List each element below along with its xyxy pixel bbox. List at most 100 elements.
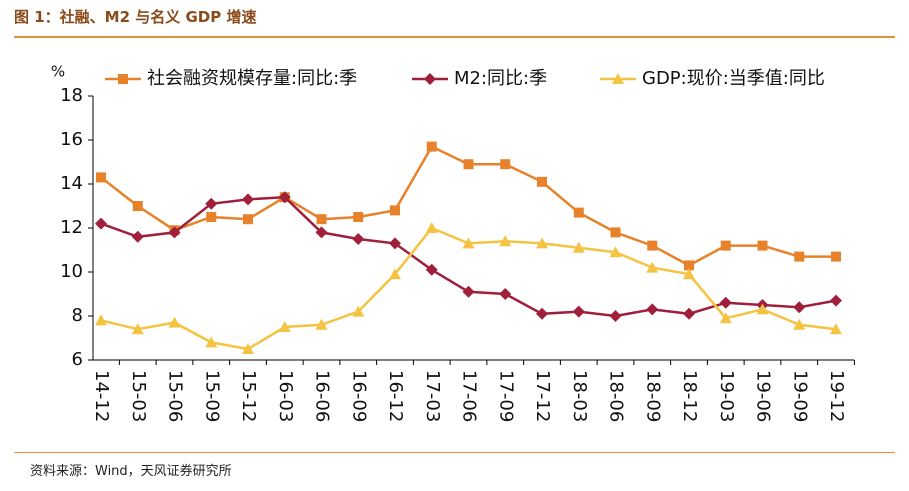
marker xyxy=(389,237,401,250)
marker xyxy=(830,294,842,307)
x-tick-label: 17-12 xyxy=(532,370,553,422)
marker xyxy=(793,318,806,330)
x-tick-label: 18-06 xyxy=(606,370,627,422)
header-rule xyxy=(14,36,895,38)
marker xyxy=(536,237,548,249)
marker xyxy=(96,172,106,183)
marker xyxy=(389,268,401,280)
marker xyxy=(536,307,548,320)
x-tick-label: 14-12 xyxy=(91,370,112,422)
x-tick-label: 15-06 xyxy=(165,370,186,422)
marker xyxy=(683,268,695,280)
x-tick-label: 19-12 xyxy=(826,370,847,422)
x-tick-label: 19-09 xyxy=(789,370,810,422)
legend-marker xyxy=(118,74,128,84)
marker xyxy=(684,260,694,271)
y-tick-label: 8 xyxy=(72,305,83,326)
marker xyxy=(462,237,475,249)
marker xyxy=(390,205,400,216)
figure-title: 图 1：社融、M2 与名义 GDP 增速 xyxy=(14,8,257,26)
marker xyxy=(352,233,365,245)
marker xyxy=(647,240,658,251)
marker xyxy=(537,176,547,187)
marker xyxy=(242,343,254,354)
marker xyxy=(315,318,328,330)
marker xyxy=(352,305,365,317)
marker xyxy=(206,212,217,222)
y-tick-label: 6 xyxy=(72,349,83,370)
marker xyxy=(242,193,254,206)
x-tick-label: 19-06 xyxy=(753,370,774,422)
marker xyxy=(609,310,622,322)
x-tick-label: 16-06 xyxy=(312,370,333,422)
x-tick-label: 15-03 xyxy=(128,370,149,422)
marker xyxy=(719,296,732,309)
legend-marker xyxy=(424,73,436,85)
marker xyxy=(793,301,806,314)
marker xyxy=(315,226,328,239)
marker xyxy=(831,251,841,262)
marker xyxy=(353,212,364,222)
x-tick-label: 16-09 xyxy=(348,370,369,422)
legend-marker xyxy=(612,73,624,84)
marker xyxy=(425,263,438,276)
marker xyxy=(610,227,621,238)
marker xyxy=(609,246,622,258)
x-tick-label: 15-12 xyxy=(238,370,259,422)
marker xyxy=(132,201,143,211)
marker xyxy=(95,217,107,230)
marker xyxy=(131,323,144,335)
marker xyxy=(756,303,769,315)
marker xyxy=(499,235,512,247)
x-tick-label: 16-12 xyxy=(385,370,406,422)
marker xyxy=(426,141,437,152)
marker xyxy=(131,230,144,243)
marker xyxy=(168,226,181,239)
x-tick-label: 17-06 xyxy=(459,370,480,422)
source: 资料来源：Wind，天风证券研究所 xyxy=(30,464,232,479)
marker xyxy=(757,240,768,251)
y-tick-label: 18 xyxy=(60,85,83,106)
x-tick-label: 18-09 xyxy=(642,370,663,422)
y-tick-label: 14 xyxy=(60,173,83,194)
y-tick-label: 10 xyxy=(60,261,83,282)
marker xyxy=(278,191,291,204)
footer-rule xyxy=(14,452,895,453)
marker xyxy=(720,240,731,251)
marker xyxy=(572,305,585,318)
marker xyxy=(205,197,218,210)
x-tick-label: 17-09 xyxy=(495,370,516,422)
marker xyxy=(316,214,327,225)
y-tick-label: 12 xyxy=(60,217,83,238)
y-tick-label: 16 xyxy=(60,129,83,150)
marker xyxy=(462,285,475,298)
marker xyxy=(646,303,659,316)
x-tick-label: 16-03 xyxy=(275,370,296,422)
legend-label: M2:同比:季 xyxy=(454,68,547,89)
marker xyxy=(794,251,805,262)
marker xyxy=(573,207,584,218)
marker xyxy=(830,323,842,335)
x-tick-label: 18-12 xyxy=(679,370,700,422)
marker xyxy=(205,336,218,348)
marker xyxy=(278,321,291,332)
marker xyxy=(719,312,732,324)
marker xyxy=(646,261,659,273)
marker xyxy=(683,307,695,320)
marker xyxy=(243,214,253,225)
x-tick-label: 18-03 xyxy=(569,370,590,422)
x-tick-label: 15-09 xyxy=(201,370,222,422)
x-tick-label: 19-03 xyxy=(716,370,737,422)
x-tick-label: 17-03 xyxy=(422,370,443,422)
y-unit: % xyxy=(51,63,65,81)
marker xyxy=(499,288,512,300)
chart: % 6 8 10 12 14 16 18 14-12 15-03 15-06 15-09 15-12 1… xyxy=(51,63,855,422)
marker xyxy=(572,241,585,253)
marker xyxy=(500,159,511,170)
legend-label: GDP:现价:当季值:同比 xyxy=(642,68,825,89)
marker xyxy=(425,222,438,233)
marker xyxy=(95,314,107,326)
marker xyxy=(168,316,181,328)
marker xyxy=(463,159,474,170)
